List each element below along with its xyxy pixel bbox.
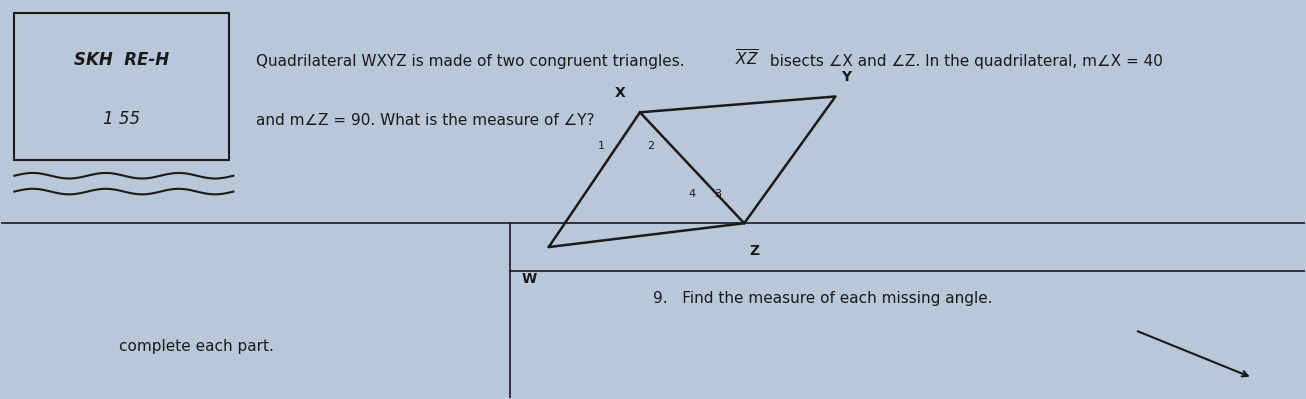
Text: W: W bbox=[521, 272, 537, 286]
Text: $\overline{XZ}$: $\overline{XZ}$ bbox=[735, 49, 759, 69]
Text: Z: Z bbox=[750, 244, 760, 258]
Text: bisects ∠X and ∠Z. In the quadrilateral, m∠X = 40: bisects ∠X and ∠Z. In the quadrilateral,… bbox=[765, 54, 1162, 69]
Text: 4: 4 bbox=[688, 189, 696, 199]
Text: X: X bbox=[615, 85, 626, 99]
Text: 3: 3 bbox=[714, 189, 722, 199]
Text: Y: Y bbox=[841, 70, 852, 84]
Text: complete each part.: complete each part. bbox=[119, 339, 274, 354]
Text: 2: 2 bbox=[646, 141, 654, 151]
Text: SKH  RE-H: SKH RE-H bbox=[74, 51, 170, 69]
Text: 1 55: 1 55 bbox=[103, 110, 141, 128]
Text: 9.   Find the measure of each missing angle.: 9. Find the measure of each missing angl… bbox=[653, 291, 993, 306]
Text: Quadrilateral WXYZ is made of two congruent triangles.: Quadrilateral WXYZ is made of two congru… bbox=[256, 54, 684, 69]
Text: 1: 1 bbox=[597, 141, 605, 151]
Text: and m∠Z = 90. What is the measure of ∠Y?: and m∠Z = 90. What is the measure of ∠Y? bbox=[256, 113, 594, 128]
